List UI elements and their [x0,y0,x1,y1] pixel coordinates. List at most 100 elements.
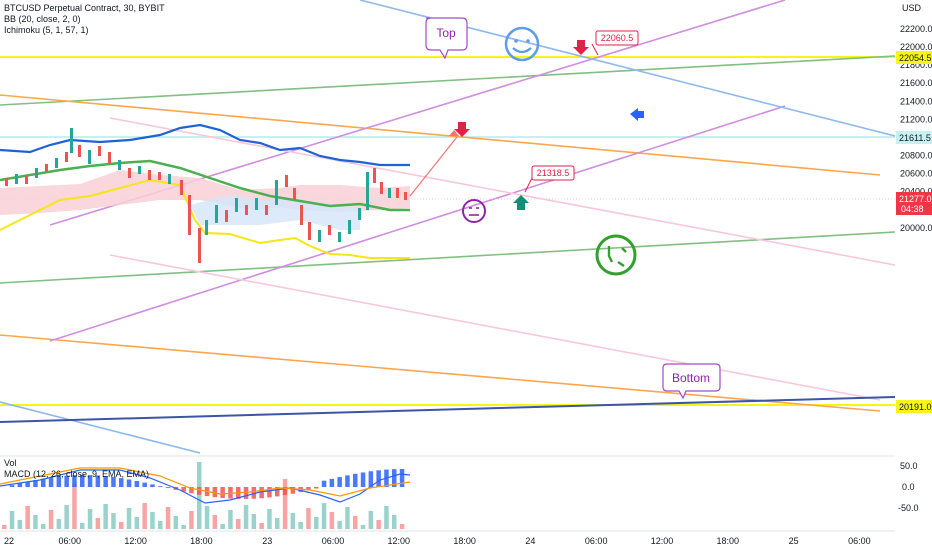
time-axis-ticks: 22 06:00 12:00 18:00 23 06:00 12:00 18:00 24 06:0… [4,536,871,546]
candle [88,150,91,164]
macd-histogram-bar [399,469,405,487]
candlesticks [5,128,407,263]
macd-histogram-bar [80,475,85,487]
volume-bar [275,518,280,529]
price-tick-label: 21800.0 [900,60,932,70]
volume-bar [376,520,381,529]
price-tick-label: 20800.0 [900,151,932,161]
volume-bar [150,512,155,529]
macd-histogram-bar [119,478,124,487]
candle [348,220,351,234]
left-arrow-marker [630,108,644,121]
macd-histogram-bar [251,487,257,499]
time-tick-label: 06:00 [585,536,608,546]
macd-histogram-bar [56,476,62,487]
macd-histogram-bar [275,487,280,497]
volume-bar [228,510,233,529]
volume-bar [173,516,179,529]
green-trendline-lower [0,231,896,284]
price-tick-label: 20600.0 [900,169,932,179]
macd-histogram-bar [189,487,194,494]
volume-bar [204,506,210,529]
macd-histogram-bar [64,475,69,487]
volume-bar [197,462,202,529]
volume-bar [64,505,69,529]
price-tick-label: 22000.0 [900,42,932,52]
macd-histogram-bar [33,480,38,487]
macd-histogram-bar [165,487,171,489]
candle [358,208,361,220]
candle [158,172,161,180]
callout-22060[interactable]: 22060.5 [591,30,639,56]
volume-bar [165,507,171,529]
candle [138,166,141,174]
macd-legend: MACD (12, 26, close, 9, EMA, EMA) [4,469,150,479]
candle [225,210,228,222]
green-trendline-upper [0,55,896,106]
time-tick-label: 06:00 [848,536,871,546]
candle [55,158,58,168]
time-tick-label: 12:00 [124,536,147,546]
macd-line [0,469,411,504]
badge-22054: 22054.5 [896,51,932,64]
volume-bar [329,512,335,529]
ichimoku-legend: Ichimoku (5, 1, 57, 1) [4,25,89,35]
callout-21318[interactable]: 21318.5 [524,165,575,193]
badge-21611: 21611.5 [896,131,932,144]
macd-histogram-bar [111,476,116,487]
candle [108,152,111,164]
volume-bar [290,513,296,529]
callout-label: 22060.5 [601,33,634,43]
candle [366,172,369,210]
projection-line [409,136,458,197]
macd-histogram-bar [360,472,366,487]
candle [388,188,391,198]
volume-bar [306,508,311,529]
candle [128,168,131,178]
volume-bar [298,522,303,529]
volume-bar [267,509,272,529]
macd-histogram-bar [158,486,163,487]
macd-histogram-bar [321,480,327,487]
candle [148,170,151,180]
volume-bar [142,503,147,529]
bottom-bubble[interactable]: Bottom [662,363,721,400]
volume-bar [243,505,249,529]
candle [25,176,28,184]
candle [198,228,201,263]
volume-bar [41,524,46,529]
macd-histogram-bar [267,487,272,498]
volume-bar [87,509,93,529]
top-bubble[interactable]: Top [425,17,468,60]
time-tick-label: 22 [4,536,14,546]
time-tick-label: 24 [525,536,535,546]
price-tick-label: 22200.0 [900,24,932,34]
volume-bar [9,511,15,529]
macd-histogram-bar [306,487,311,491]
smile-face-icon [504,26,540,62]
macd-histogram-bar [197,487,202,495]
candle [78,145,81,157]
macd-histogram-bar [9,485,15,487]
macd-histogram-bar [17,483,23,487]
macd-histogram-bar [353,473,358,487]
macd-histogram-bar [392,469,397,487]
macd-histogram-bar [126,479,132,487]
price-tick-label: 21200.0 [900,114,932,124]
candle [188,195,191,235]
currency-label: USD [902,3,922,13]
volume-bar [337,521,342,529]
candle [404,192,407,200]
candle [5,178,8,186]
bb-legend: BB (20, close, 2, 0) [4,14,81,24]
volume-bar [25,506,30,529]
blue-trendline-lower [0,401,201,454]
time-tick-label: 23 [262,536,272,546]
macd-histogram-bar [48,477,54,487]
neutral-face-icon [462,199,486,223]
volume-bar [368,511,374,529]
volume-bar [95,518,101,529]
price-pane [0,0,895,455]
volume-bars [2,462,405,529]
